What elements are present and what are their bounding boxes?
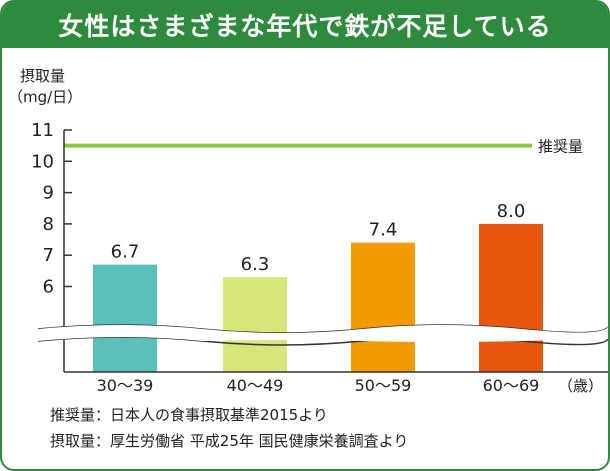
x-category-label: 50～59	[355, 376, 412, 395]
bar-50～59	[351, 242, 415, 372]
footnote-recommended-source: 推奨量：日本人の食事摂取基準2015より	[50, 406, 328, 424]
y-axis-unit: （mg/日）	[8, 88, 82, 106]
y-tick-label: 6	[43, 277, 54, 298]
y-tick-label: 9	[43, 183, 54, 204]
recommended-amount-label: 推奨量	[538, 138, 583, 156]
bar-60～69	[479, 223, 543, 372]
footnote-intake-source: 摂取量：厚生労働省 平成25年 国民健康栄養調査より	[50, 432, 409, 450]
bar-40～49	[223, 277, 287, 372]
x-category-label: 60～69	[483, 376, 540, 395]
x-category-label: 40～49	[227, 376, 284, 395]
bar-value-label: 6.7	[111, 242, 140, 263]
y-tick-label: 8	[43, 214, 54, 235]
y-axis-label: 摂取量	[20, 67, 65, 85]
x-axis-unit: （歳）	[558, 377, 603, 395]
y-tick-label: 11	[31, 120, 54, 141]
bar-30～39	[93, 264, 157, 372]
y-tick-label: 7	[43, 245, 54, 266]
chart-title: 女性はさまざまな年代で鉄が不足している	[2, 2, 608, 48]
y-tick-label: 10	[31, 151, 54, 172]
bar-value-label: 8.0	[497, 201, 526, 222]
bar-value-label: 6.3	[241, 254, 270, 275]
bar-value-label: 7.4	[369, 220, 398, 241]
axis-break-mark	[37, 324, 608, 346]
x-category-label: 30～39	[97, 376, 154, 395]
